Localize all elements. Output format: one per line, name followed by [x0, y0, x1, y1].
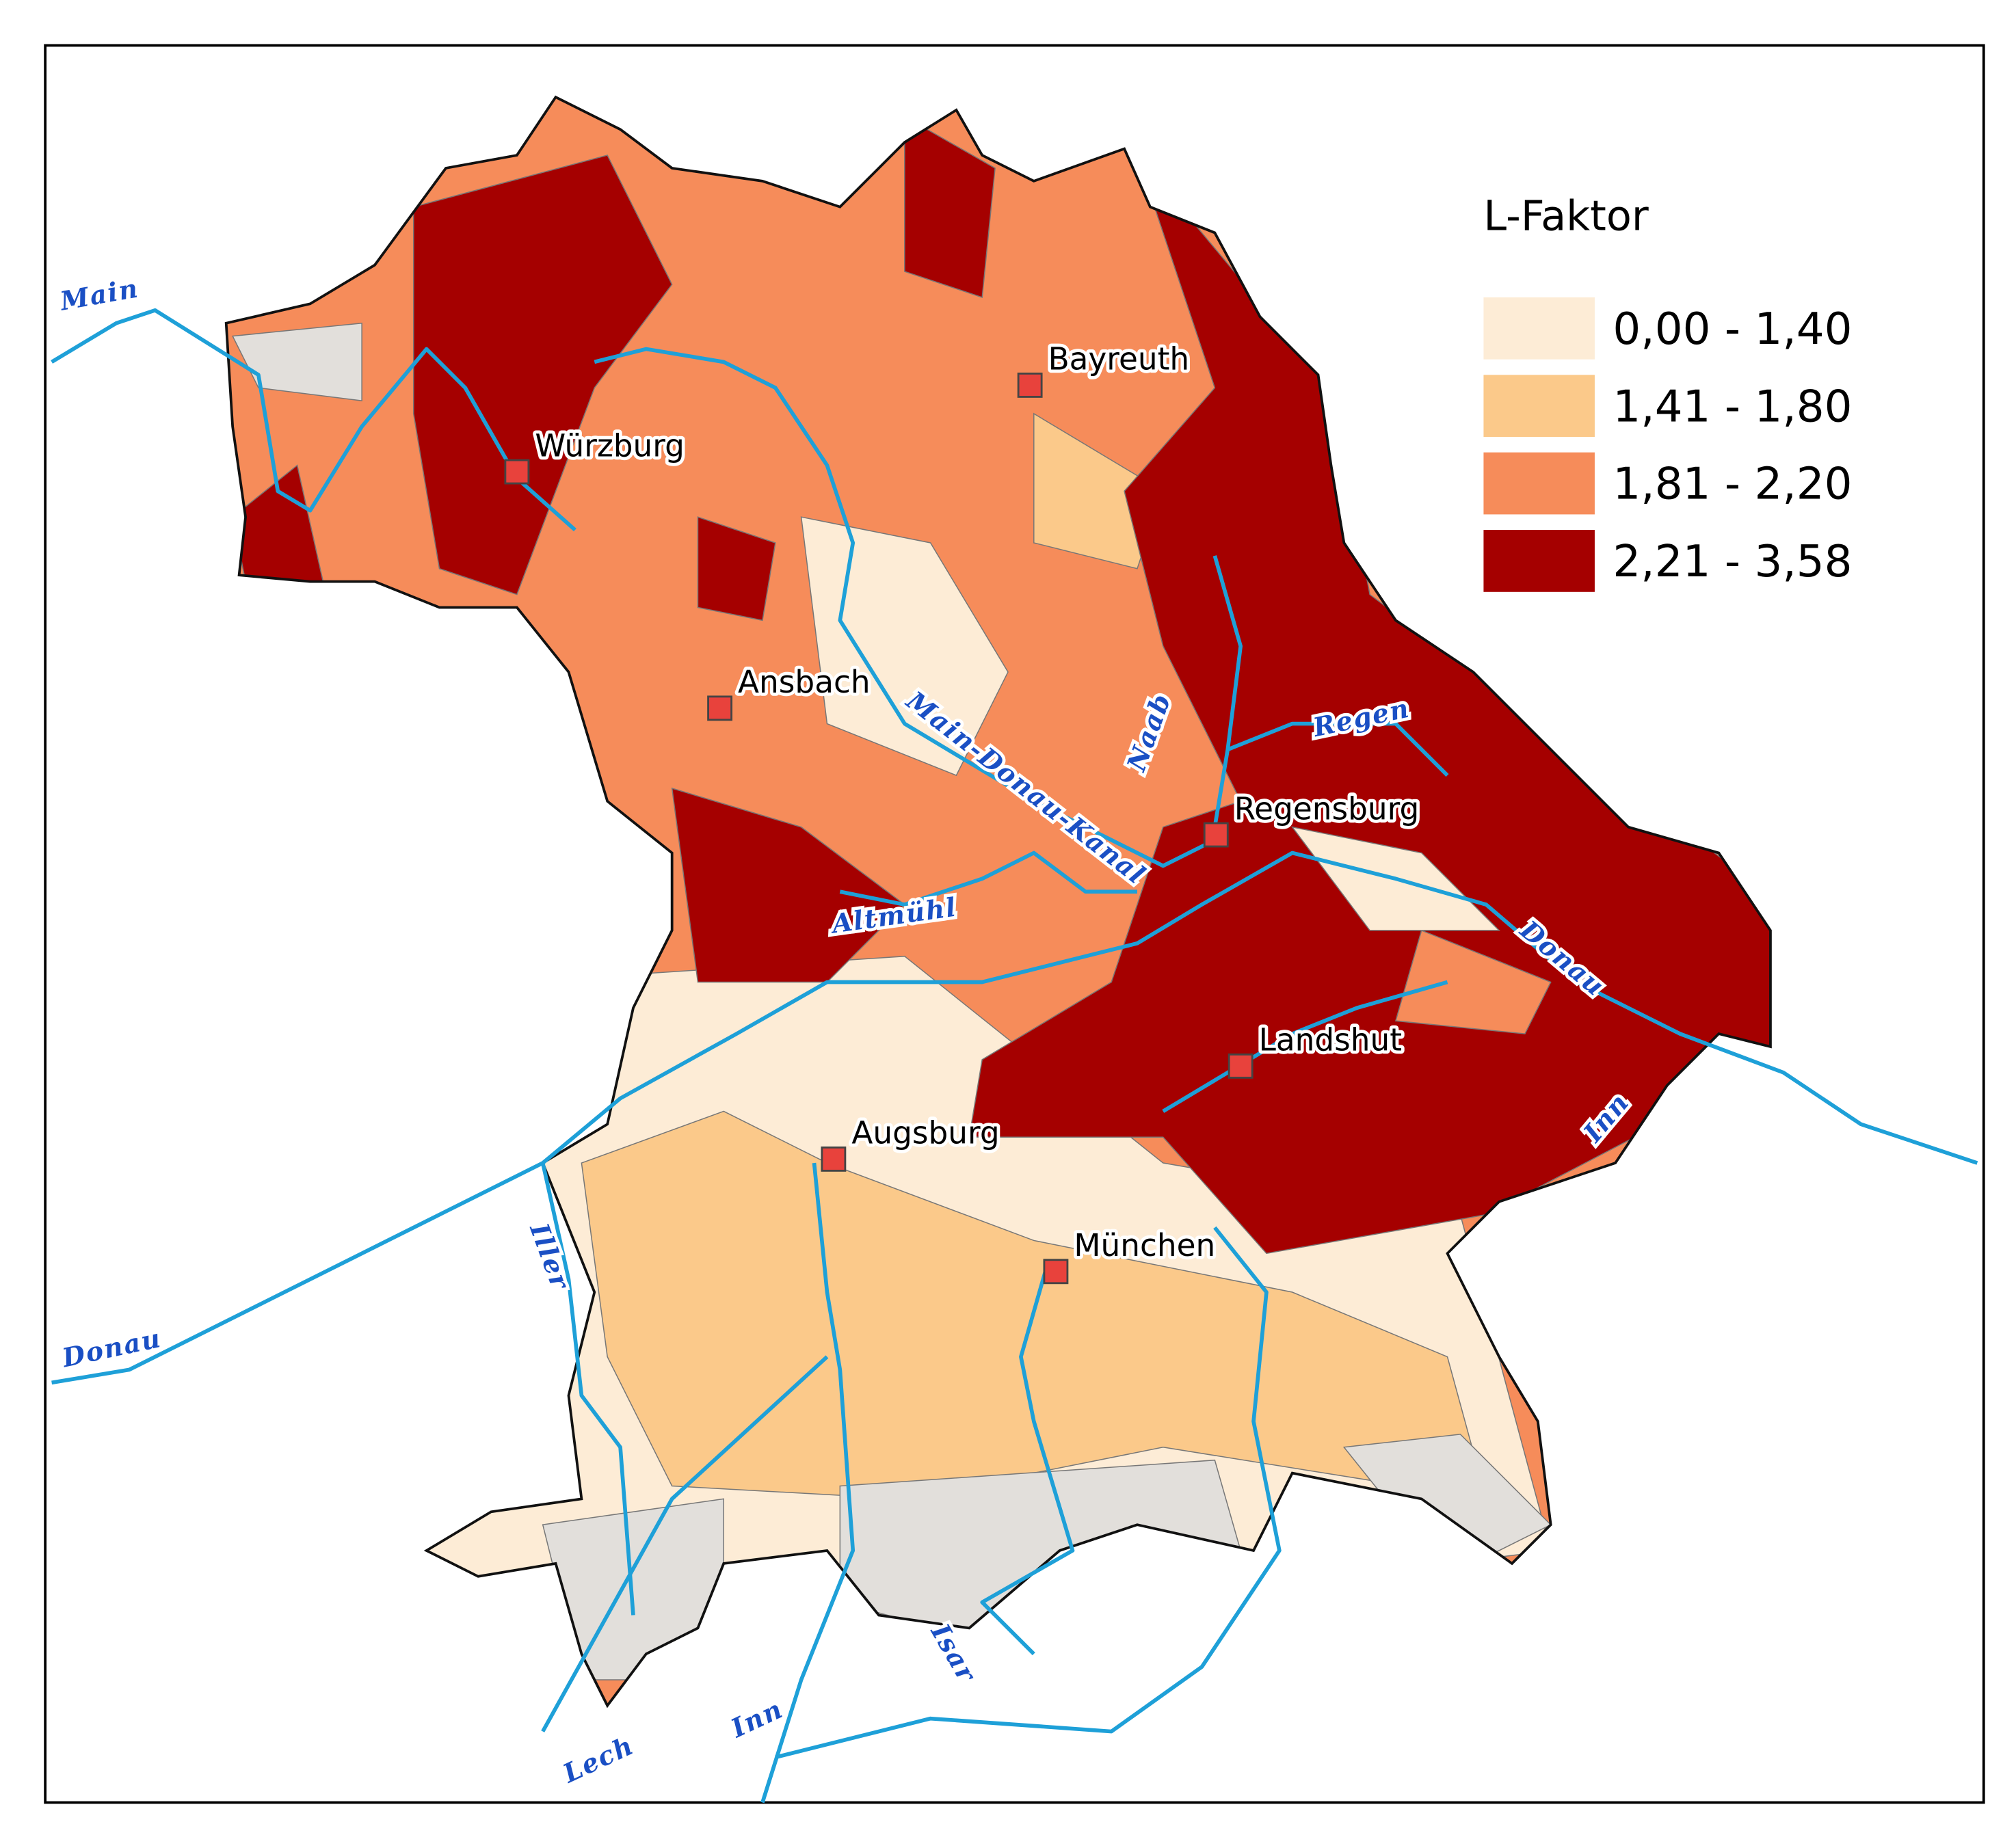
rivers — [51, 308, 1978, 1804]
river — [594, 347, 1216, 868]
city: München — [1074, 1227, 1215, 1263]
river — [51, 308, 576, 532]
legend-swatch — [1483, 530, 1595, 592]
river — [540, 1162, 635, 1616]
legend-swatch — [1483, 452, 1595, 515]
legend-label: 1,41 - 1,80 — [1613, 381, 1852, 432]
legend-swatch — [1483, 297, 1595, 360]
city-marker — [821, 1146, 847, 1172]
legend-title: L-Faktor — [1483, 193, 1648, 241]
region — [1394, 929, 1552, 1034]
river — [760, 1162, 856, 1804]
region — [671, 787, 905, 983]
city-marker — [504, 459, 530, 485]
city: Regensburg — [1234, 790, 1420, 827]
region — [412, 155, 673, 595]
region — [697, 516, 776, 621]
river — [839, 850, 1137, 907]
city-marker — [1017, 373, 1043, 398]
river — [1162, 980, 1448, 1113]
city: Augsburg — [851, 1115, 999, 1151]
legend-label: 2,21 - 3,58 — [1613, 536, 1852, 587]
river — [1227, 721, 1449, 777]
city: Bayreuth — [1048, 341, 1190, 377]
legend: L-Faktor 0,00 - 1,40 1,41 - 1,80 1,81 - 2,… — [1483, 193, 1853, 592]
city: Ansbach — [738, 664, 871, 700]
city: Würzburg — [535, 427, 685, 464]
border — [224, 95, 1772, 1709]
region — [800, 516, 1009, 777]
city-marker — [1228, 1053, 1254, 1079]
river — [51, 850, 1978, 1385]
region — [1033, 412, 1164, 570]
legend-swatch — [1483, 375, 1595, 438]
river — [1212, 555, 1243, 828]
legend-label: 1,81 - 2,20 — [1613, 459, 1852, 510]
river — [980, 1265, 1075, 1656]
river — [541, 1355, 829, 1732]
city-marker — [707, 695, 733, 721]
city-marker — [1043, 1259, 1069, 1285]
river — [775, 1226, 1282, 1760]
region — [904, 116, 996, 298]
city-marker — [1203, 822, 1229, 848]
legend-label: 0,00 - 1,40 — [1613, 304, 1852, 355]
city: Landshut — [1259, 1022, 1402, 1058]
